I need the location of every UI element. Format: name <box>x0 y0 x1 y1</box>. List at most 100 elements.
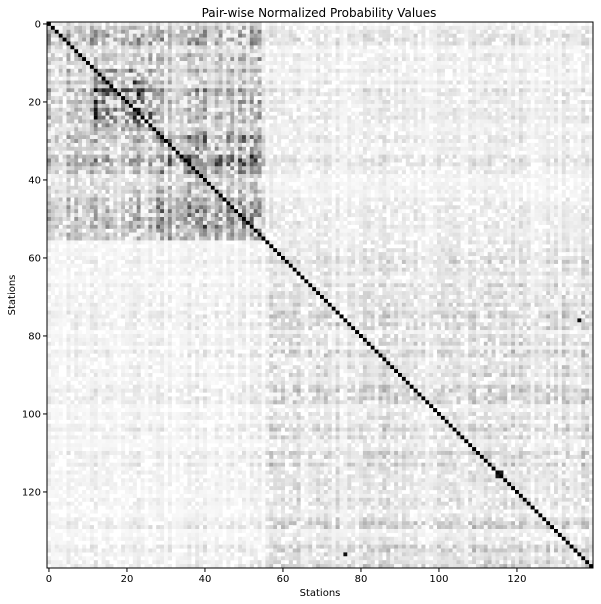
heatmap-cell <box>117 100 122 105</box>
heatmap-cell <box>530 53 535 58</box>
heatmap-cell <box>230 33 235 38</box>
heatmap-cell <box>487 162 492 167</box>
heatmap-cell <box>390 61 395 66</box>
heatmap-cell <box>550 103 555 108</box>
heatmap-cell <box>284 33 289 38</box>
heatmap-cell <box>557 135 562 140</box>
heatmap-cell <box>164 142 169 147</box>
heatmap-cell <box>444 103 449 108</box>
heatmap-cell <box>113 111 118 116</box>
heatmap-cell <box>425 84 430 89</box>
heatmap-cell <box>125 146 130 151</box>
heatmap-cell <box>394 107 399 112</box>
heatmap-cell <box>245 115 250 120</box>
heatmap-cell <box>50 64 55 69</box>
heatmap-cell <box>320 84 325 89</box>
heatmap-cell <box>440 72 445 77</box>
heatmap-cell <box>105 170 110 175</box>
heatmap-cell <box>577 123 582 128</box>
heatmap-cell <box>378 41 383 46</box>
heatmap-cell <box>456 111 461 116</box>
heatmap-cell <box>413 115 418 120</box>
heatmap-cell <box>109 41 114 46</box>
heatmap-cell <box>573 103 578 108</box>
heatmap-cell <box>187 61 192 66</box>
heatmap-cell <box>359 119 364 124</box>
heatmap-cell <box>565 72 570 77</box>
heatmap-cell <box>97 80 102 85</box>
heatmap-cell <box>109 162 114 167</box>
heatmap-cell <box>378 61 383 66</box>
heatmap-cell <box>47 57 52 62</box>
heatmap-cell <box>429 61 434 66</box>
heatmap-cell <box>257 107 262 112</box>
heatmap-cell <box>554 158 559 163</box>
heatmap-cell <box>398 88 403 93</box>
heatmap-cell <box>444 92 449 97</box>
heatmap-cell <box>577 162 582 167</box>
heatmap-cell <box>66 100 71 105</box>
heatmap-cell <box>226 119 231 124</box>
heatmap-cell <box>203 96 208 101</box>
heatmap-cell <box>132 96 137 101</box>
heatmap-cell <box>413 49 418 54</box>
heatmap-cell <box>335 41 340 46</box>
heatmap-cell <box>366 103 371 108</box>
heatmap-cell <box>554 123 559 128</box>
heatmap-cell <box>456 49 461 54</box>
heatmap-cell <box>429 115 434 120</box>
heatmap-cell <box>167 57 172 62</box>
heatmap-cell <box>425 68 430 73</box>
heatmap-cell <box>230 166 235 171</box>
heatmap-cell <box>511 72 516 77</box>
heatmap-cell <box>487 100 492 105</box>
heatmap-cell <box>167 127 172 132</box>
heatmap-cell <box>47 178 52 183</box>
heatmap-cell <box>195 166 200 171</box>
heatmap-cell <box>448 123 453 128</box>
heatmap-cell <box>331 61 336 66</box>
heatmap-cell <box>50 37 55 42</box>
heatmap-cell <box>515 33 520 38</box>
heatmap-cell <box>483 76 488 81</box>
heatmap-cell <box>101 115 106 120</box>
heatmap-cell <box>50 178 55 183</box>
heatmap-cell <box>308 154 313 159</box>
heatmap-cell <box>284 29 289 34</box>
heatmap-cell <box>460 100 465 105</box>
heatmap-cell <box>191 64 196 69</box>
heatmap-cell <box>86 103 91 108</box>
heatmap-cell <box>534 25 539 30</box>
heatmap-cell <box>405 61 410 66</box>
heatmap-cell <box>370 88 375 93</box>
heatmap-cell <box>589 76 594 81</box>
heatmap-cell <box>347 76 352 81</box>
heatmap-cell <box>281 131 286 136</box>
heatmap-cell <box>561 123 566 128</box>
heatmap-cell <box>222 150 227 155</box>
heatmap-cell <box>323 166 328 171</box>
heatmap-cell <box>589 115 594 120</box>
heatmap-cell <box>456 131 461 136</box>
heatmap-cell <box>210 174 215 179</box>
heatmap-cell <box>374 170 379 175</box>
heatmap-cell <box>355 92 360 97</box>
heatmap-cell <box>47 119 52 124</box>
heatmap-cell <box>54 139 59 144</box>
heatmap-cell <box>538 64 543 69</box>
heatmap-cell <box>546 150 551 155</box>
heatmap-cell <box>351 127 356 132</box>
heatmap-cell <box>58 103 63 108</box>
heatmap-cell <box>515 92 520 97</box>
heatmap-cell <box>464 127 469 132</box>
heatmap-cell <box>261 150 266 155</box>
heatmap-cell <box>187 37 192 42</box>
heatmap-cell <box>479 146 484 151</box>
heatmap-cell <box>288 142 293 147</box>
heatmap-cell <box>105 25 110 30</box>
heatmap-cell <box>214 111 219 116</box>
heatmap-cell <box>320 29 325 34</box>
heatmap-cell <box>573 45 578 50</box>
heatmap-cell <box>401 154 406 159</box>
heatmap-cell <box>93 76 98 81</box>
